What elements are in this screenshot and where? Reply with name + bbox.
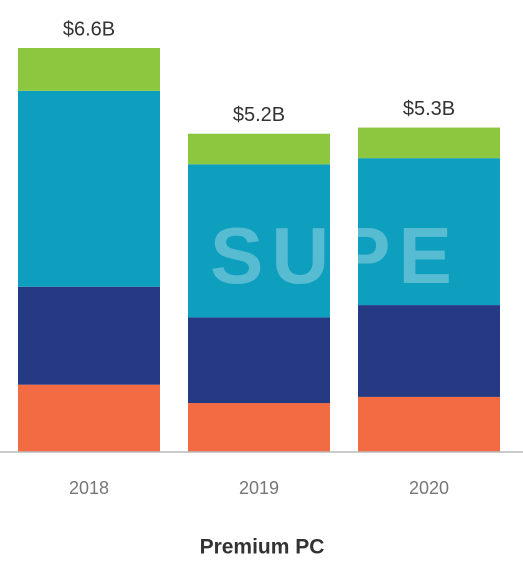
chart-title: Premium PC [200,536,325,559]
x-tick-label: 2020 [409,478,449,498]
bar-segment [358,127,500,159]
bar-segment [188,164,330,318]
bar-segment [18,90,160,287]
bar-segment [18,48,160,91]
bar-segment [188,317,330,404]
bar-segment [358,396,500,452]
total-label: $5.2B [233,104,285,126]
total-label: $6.6B [63,18,115,40]
x-tick-label: 2018 [69,478,109,498]
watermark: SUPE [210,211,460,300]
bar-segment [18,286,160,385]
bar-segment [18,384,160,452]
bar-segment [358,305,500,397]
x-tick-label: 2019 [239,478,279,498]
bar-segment [188,133,330,165]
total-label: $5.3B [403,98,455,120]
bar-segment [358,158,500,306]
bar-segment [188,403,330,452]
